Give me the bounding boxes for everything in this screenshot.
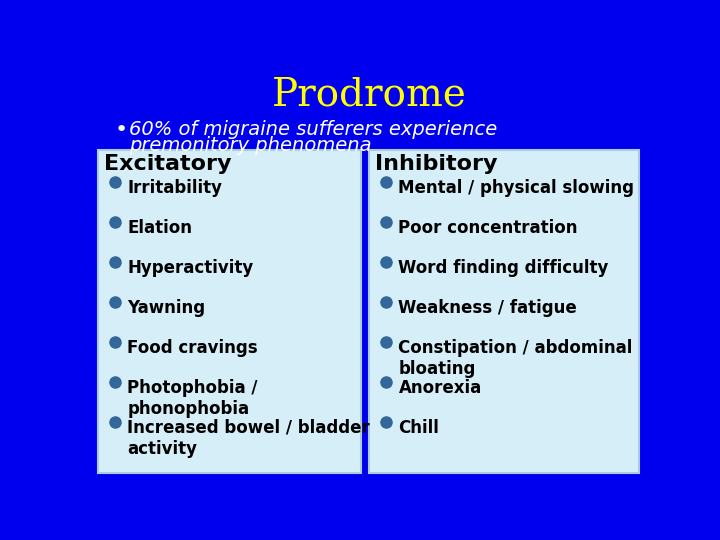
Text: Yawning: Yawning [127, 299, 205, 317]
Text: Inhibitory: Inhibitory [375, 154, 498, 174]
Text: Mental / physical slowing: Mental / physical slowing [398, 179, 634, 197]
Text: Hyperactivity: Hyperactivity [127, 259, 253, 277]
FancyBboxPatch shape [98, 150, 361, 473]
Text: Photophobia /
phonophobia: Photophobia / phonophobia [127, 379, 258, 418]
Text: •: • [114, 120, 128, 140]
Text: 60% of migraine sufferers experience: 60% of migraine sufferers experience [129, 120, 497, 139]
Text: premonitory phenomena: premonitory phenomena [129, 136, 372, 154]
Text: Word finding difficulty: Word finding difficulty [398, 259, 609, 277]
Text: Food cravings: Food cravings [127, 339, 258, 357]
Text: Prodrome: Prodrome [271, 76, 467, 113]
Text: Chill: Chill [398, 419, 439, 437]
Text: Irritability: Irritability [127, 179, 222, 197]
Text: Weakness / fatigue: Weakness / fatigue [398, 299, 577, 317]
Text: Poor concentration: Poor concentration [398, 219, 578, 237]
Text: Elation: Elation [127, 219, 192, 237]
Text: Constipation / abdominal
bloating: Constipation / abdominal bloating [398, 339, 633, 377]
Text: Increased bowel / bladder
activity: Increased bowel / bladder activity [127, 419, 370, 458]
Text: Anorexia: Anorexia [398, 379, 482, 397]
FancyBboxPatch shape [369, 150, 639, 473]
Text: Excitatory: Excitatory [104, 154, 231, 174]
